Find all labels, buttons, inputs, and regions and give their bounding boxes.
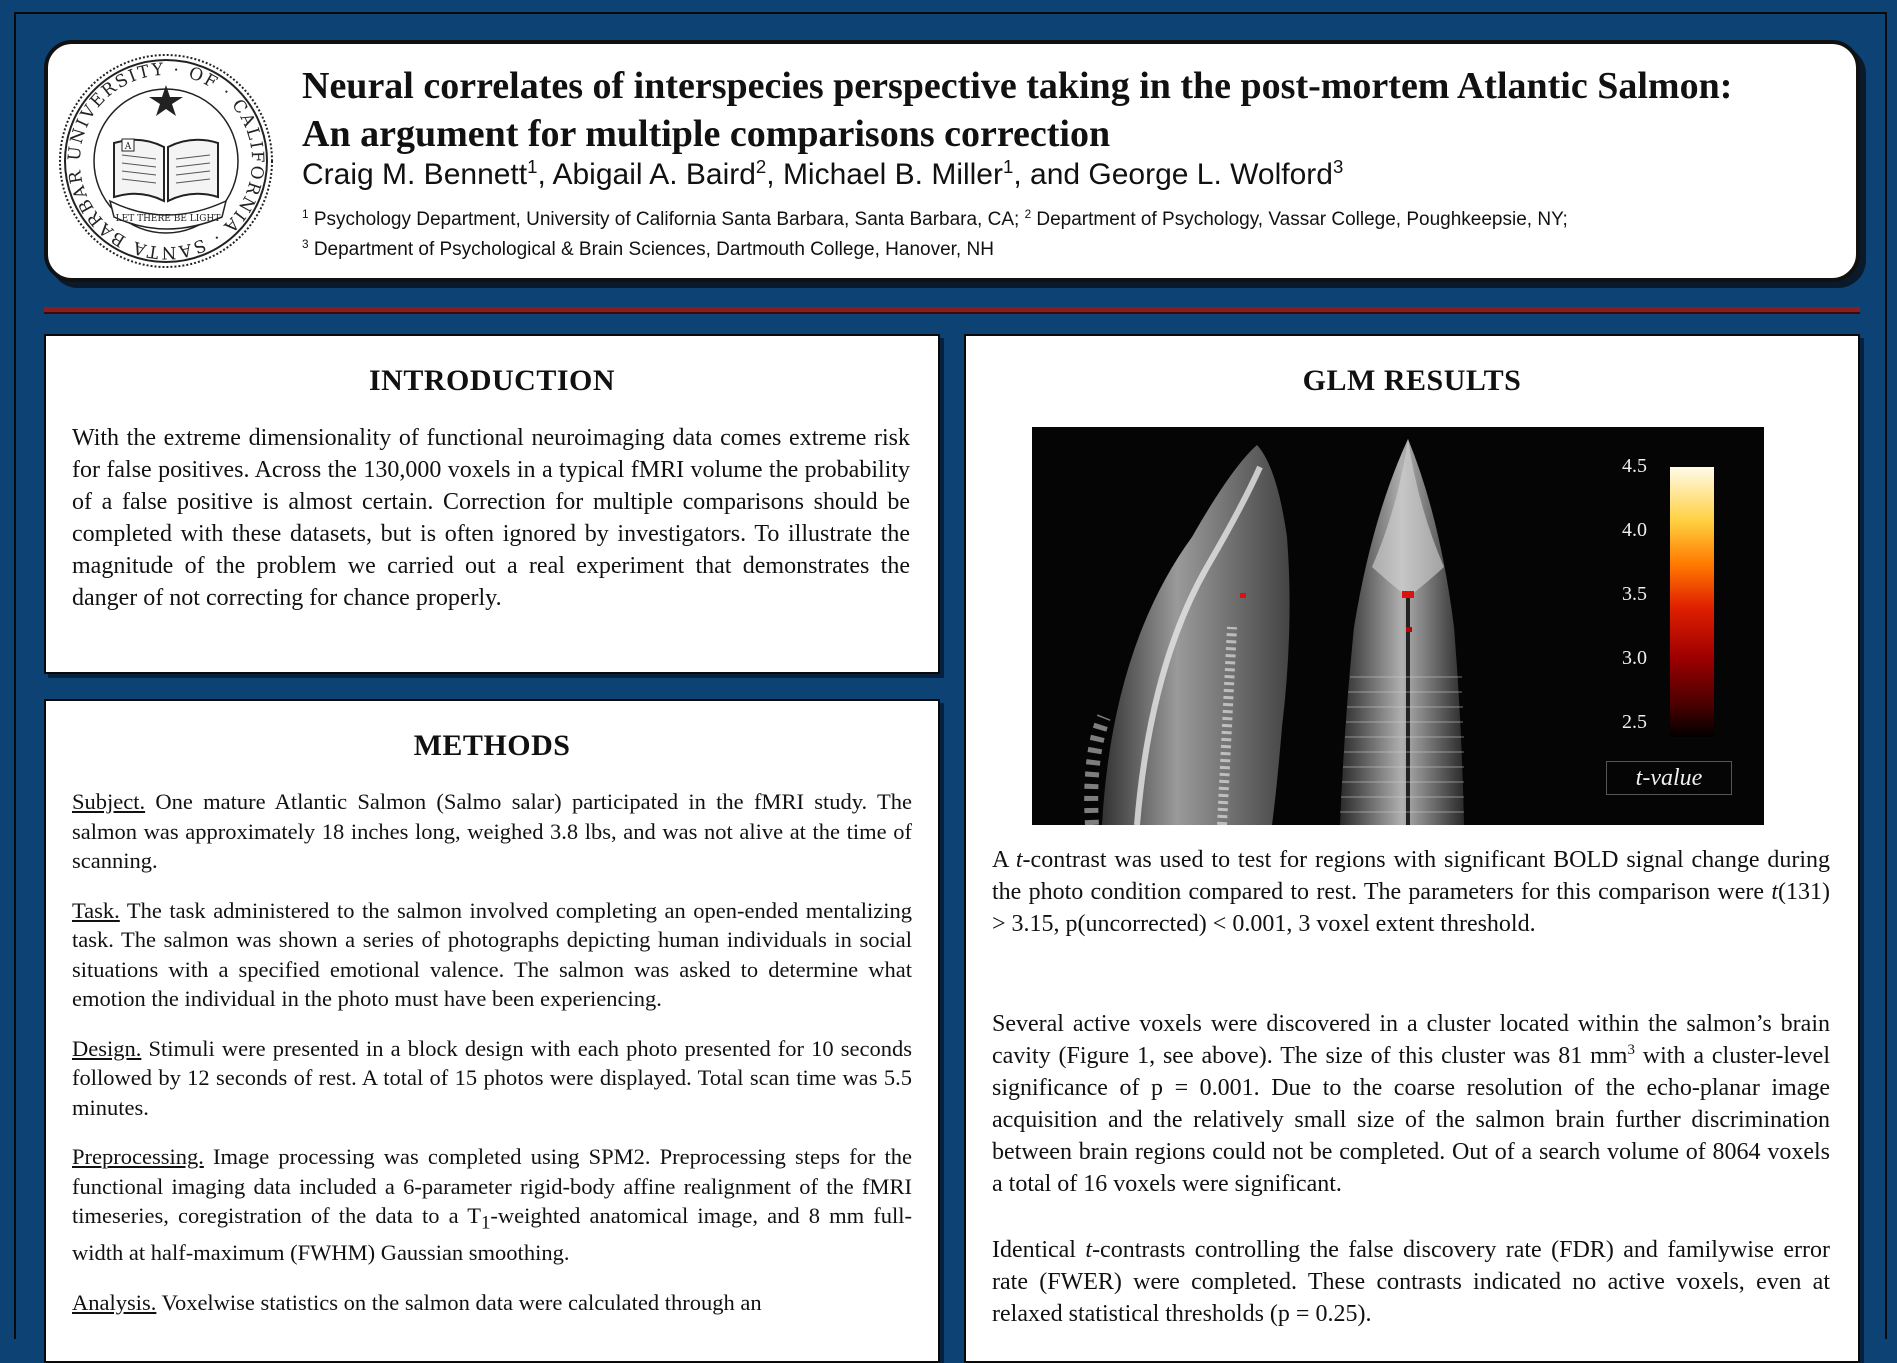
colorbar-tick: 3.0 bbox=[1622, 647, 1647, 669]
methods-subject: Subject. One mature Atlantic Salmon (Sal… bbox=[72, 787, 912, 876]
glm-p3-text: -contrasts controlling the false discove… bbox=[992, 1237, 1831, 1327]
t-value-colorbar bbox=[1670, 467, 1714, 737]
author-name: George L. Wolford bbox=[1088, 158, 1333, 191]
subject-text: One mature Atlantic Salmon (Salmo salar)… bbox=[72, 789, 912, 873]
header-divider bbox=[44, 307, 1860, 312]
author-separator: , and bbox=[1013, 158, 1089, 191]
author-affil-marker: 2 bbox=[755, 155, 767, 177]
glm-results-heading: GLM RESULTS bbox=[1302, 364, 1522, 397]
seal-book-letter: A bbox=[124, 142, 132, 152]
glm-paragraph-3: Identical t-contrasts controlling the fa… bbox=[992, 1234, 1830, 1330]
analysis-text: Voxelwise statistics on the salmon data … bbox=[156, 1289, 762, 1315]
preprocessing-subscript: 1 bbox=[481, 1212, 491, 1234]
preprocessing-text: Image processing was completed using SPM… bbox=[72, 1144, 912, 1228]
analysis-label: Analysis. bbox=[72, 1289, 157, 1315]
affil-text: Psychology Department, University of Cal… bbox=[308, 209, 1025, 230]
affil-marker: 2 bbox=[1024, 207, 1032, 221]
salmon-fmri-figure: 4.5 4.0 3.5 3.0 2.5 t-value bbox=[1032, 427, 1764, 825]
introduction-heading: INTRODUCTION bbox=[368, 364, 616, 397]
axial-slice bbox=[1340, 439, 1464, 825]
design-label: Design. bbox=[72, 1035, 142, 1061]
star-icon bbox=[149, 85, 183, 116]
university-seal-icon: UNIVERSITY · OF · CALIFORNIA · SANTA BAR… bbox=[56, 51, 273, 268]
author-affil-marker: 1 bbox=[1003, 155, 1014, 177]
methods-body: Subject. One mature Atlantic Salmon (Sal… bbox=[72, 787, 912, 1337]
author-name: Michael B. Miller bbox=[782, 158, 1003, 191]
affil-marker: 1 bbox=[302, 207, 309, 221]
affiliations-line-2: 3 Department of Psychological & Brain Sc… bbox=[302, 239, 994, 261]
active-voxel-cluster bbox=[1240, 593, 1246, 598]
glm-p1-italic-t: t bbox=[1015, 847, 1023, 873]
methods-panel: METHODS Subject. One mature Atlantic Sal… bbox=[44, 699, 940, 1363]
introduction-panel: INTRODUCTION With the extreme dimensiona… bbox=[44, 334, 940, 674]
preprocessing-text-cont: -weighted anatomical image, and 8 mm ful… bbox=[72, 1203, 912, 1265]
task-text: The task administered to the salmon invo… bbox=[72, 897, 912, 1012]
author-affil-marker: 3 bbox=[1332, 155, 1344, 177]
glm-p1-text: -contrast was used to test for regions w… bbox=[992, 847, 1830, 905]
affil-text: Department of Psychological & Brain Scie… bbox=[308, 239, 994, 260]
poster-frame bbox=[14, 12, 1887, 1339]
poster-title: Neural correlates of interspecies perspe… bbox=[302, 62, 1842, 158]
colorbar-label: t-value bbox=[1606, 761, 1732, 795]
author-name: Abigail A. Baird bbox=[552, 158, 756, 191]
introduction-text: With the extreme dimensionality of funct… bbox=[72, 425, 910, 611]
affiliations-line-1: 1 Psychology Department, University of C… bbox=[302, 209, 1568, 231]
glm-p1-text: (131) > 3.15, p(uncorrected) < 0.001, 3 … bbox=[992, 879, 1830, 937]
title-line-1: Neural correlates of interspecies perspe… bbox=[302, 65, 1733, 107]
subject-label: Subject. bbox=[72, 789, 146, 814]
glm-paragraph-2: Several active voxels were discovered in… bbox=[992, 1008, 1830, 1200]
methods-design: Design. Stimuli were presented in a bloc… bbox=[72, 1034, 912, 1123]
colorbar-tick: 4.0 bbox=[1622, 519, 1647, 541]
author-separator: , bbox=[766, 158, 783, 191]
glm-p3-italic-t: t bbox=[1085, 1237, 1093, 1263]
colorbar-tick: 4.5 bbox=[1622, 455, 1647, 477]
header-banner: UNIVERSITY · OF · CALIFORNIA · SANTA BAR… bbox=[44, 40, 1860, 282]
active-voxel-cluster bbox=[1406, 627, 1412, 632]
design-text: Stimuli were presented in a block design… bbox=[72, 1035, 912, 1120]
methods-analysis: Analysis. Voxelwise statistics on the sa… bbox=[72, 1288, 912, 1318]
glm-p2-text: Several active voxels were discovered in… bbox=[992, 1011, 1830, 1069]
glm-p3-text: Identical bbox=[992, 1237, 1086, 1263]
methods-task: Task. The task administered to the salmo… bbox=[72, 896, 912, 1014]
title-line-2: An argument for multiple comparisons cor… bbox=[302, 113, 1111, 155]
preprocessing-label: Preprocessing. bbox=[72, 1144, 204, 1169]
author-separator: , bbox=[537, 158, 553, 191]
motto-ribbon bbox=[108, 199, 228, 230]
glm-p2-text: with a cluster-level significance of p =… bbox=[992, 1043, 1830, 1197]
colorbar-tick: 2.5 bbox=[1622, 711, 1647, 733]
salmon-scan-images bbox=[1084, 439, 1464, 825]
seal-motto: LET THERE BE LIGHT bbox=[116, 214, 221, 224]
author-list: Craig M. Bennett1, Abigail A. Baird2, Mi… bbox=[302, 155, 1344, 192]
glm-p1-text: A bbox=[992, 847, 1016, 873]
colorbar-tick: 3.5 bbox=[1622, 583, 1647, 605]
author-affil-marker: 1 bbox=[527, 155, 538, 177]
affil-text: Department of Psychology, Vassar College… bbox=[1031, 209, 1568, 230]
glm-p1-italic-t: t bbox=[1771, 879, 1779, 905]
task-label: Task. bbox=[72, 897, 120, 923]
methods-preprocessing: Preprocessing. Image processing was comp… bbox=[72, 1142, 912, 1268]
glm-results-panel: GLM RESULTS bbox=[964, 334, 1860, 1363]
sagittal-slice bbox=[1084, 445, 1290, 825]
affil-marker: 3 bbox=[302, 237, 309, 251]
author-name: Craig M. Bennett bbox=[302, 158, 528, 191]
active-voxel-cluster bbox=[1402, 591, 1414, 598]
glm-paragraph-1: A t-contrast was used to test for region… bbox=[992, 844, 1830, 940]
glm-p2-superscript: 3 bbox=[1627, 1042, 1635, 1059]
open-book-icon: A bbox=[113, 138, 219, 203]
methods-heading: METHODS bbox=[413, 729, 571, 762]
